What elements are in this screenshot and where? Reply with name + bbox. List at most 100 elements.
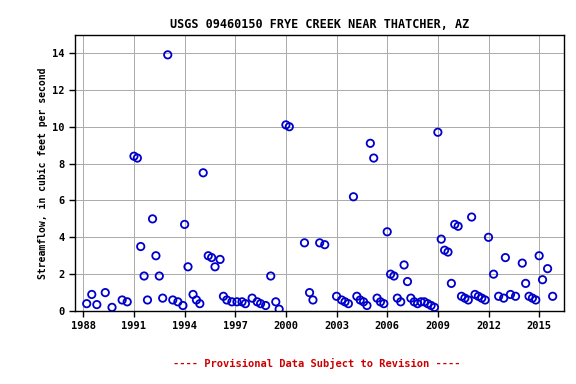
Point [474, 293, 483, 300]
Point [101, 290, 110, 296]
Point [241, 301, 250, 307]
Point [204, 253, 213, 259]
Point [158, 295, 167, 301]
Point [464, 297, 473, 303]
Point [192, 297, 201, 303]
Point [484, 234, 493, 240]
Title: USGS 09460150 FRYE CREEK NEAR THATCHER, AZ: USGS 09460150 FRYE CREEK NEAR THATCHER, … [170, 18, 469, 31]
Point [352, 293, 361, 300]
Point [406, 295, 415, 301]
Point [437, 236, 446, 242]
Point [237, 299, 247, 305]
Point [300, 240, 309, 246]
Point [518, 260, 527, 266]
Point [344, 301, 353, 307]
Point [494, 293, 503, 300]
Point [420, 299, 429, 305]
Point [179, 303, 188, 309]
Point [139, 273, 149, 279]
Point [132, 155, 142, 161]
Point [373, 295, 382, 301]
Point [82, 301, 92, 307]
Point [168, 297, 177, 303]
Point [524, 293, 533, 300]
Point [531, 297, 540, 303]
Point [228, 299, 237, 305]
Point [396, 299, 406, 305]
Point [403, 278, 412, 285]
Point [433, 129, 442, 135]
Point [362, 303, 372, 309]
Point [413, 301, 422, 307]
Point [489, 271, 498, 277]
Point [453, 223, 463, 229]
Point [173, 299, 183, 305]
Point [506, 291, 515, 298]
Point [543, 266, 552, 272]
Point [163, 52, 172, 58]
Point [232, 299, 241, 305]
Point [501, 255, 510, 261]
Point [389, 273, 399, 279]
Point [349, 194, 358, 200]
Y-axis label: Streamflow, in cubic feet per second: Streamflow, in cubic feet per second [38, 67, 48, 278]
Point [195, 301, 204, 307]
Point [107, 304, 116, 310]
Point [207, 255, 216, 261]
Point [423, 301, 433, 307]
Point [180, 221, 190, 227]
Text: ---- Provisional Data Subject to Revision ----: ---- Provisional Data Subject to Revisio… [173, 358, 461, 369]
Point [151, 253, 161, 259]
Point [548, 293, 557, 300]
Point [480, 297, 490, 303]
Point [416, 299, 426, 305]
Point [426, 303, 435, 309]
Point [382, 229, 392, 235]
Point [379, 301, 388, 307]
Point [266, 273, 275, 279]
Point [285, 124, 294, 130]
Point [305, 290, 314, 296]
Point [535, 253, 544, 259]
Point [410, 299, 419, 305]
Point [143, 297, 152, 303]
Point [440, 247, 449, 253]
Point [528, 295, 537, 301]
Point [130, 153, 139, 159]
Point [219, 293, 228, 300]
Point [467, 214, 476, 220]
Point [155, 273, 164, 279]
Point [215, 257, 225, 263]
Point [471, 291, 480, 298]
Point [248, 295, 257, 301]
Point [275, 306, 284, 312]
Point [460, 295, 469, 301]
Point [430, 304, 439, 310]
Point [386, 271, 395, 277]
Point [271, 299, 281, 305]
Point [393, 295, 402, 301]
Point [118, 297, 127, 303]
Point [457, 293, 466, 300]
Point [210, 264, 219, 270]
Point [366, 140, 375, 146]
Point [337, 297, 346, 303]
Point [136, 243, 145, 250]
Point [308, 297, 317, 303]
Point [188, 291, 198, 298]
Point [369, 155, 378, 161]
Point [256, 301, 265, 307]
Point [199, 170, 208, 176]
Point [183, 264, 192, 270]
Point [92, 301, 101, 308]
Point [315, 240, 324, 246]
Point [521, 280, 530, 286]
Point [450, 221, 459, 227]
Point [123, 299, 132, 305]
Point [320, 242, 329, 248]
Point [444, 249, 453, 255]
Point [538, 276, 547, 283]
Point [376, 299, 385, 305]
Point [355, 297, 365, 303]
Point [359, 299, 368, 305]
